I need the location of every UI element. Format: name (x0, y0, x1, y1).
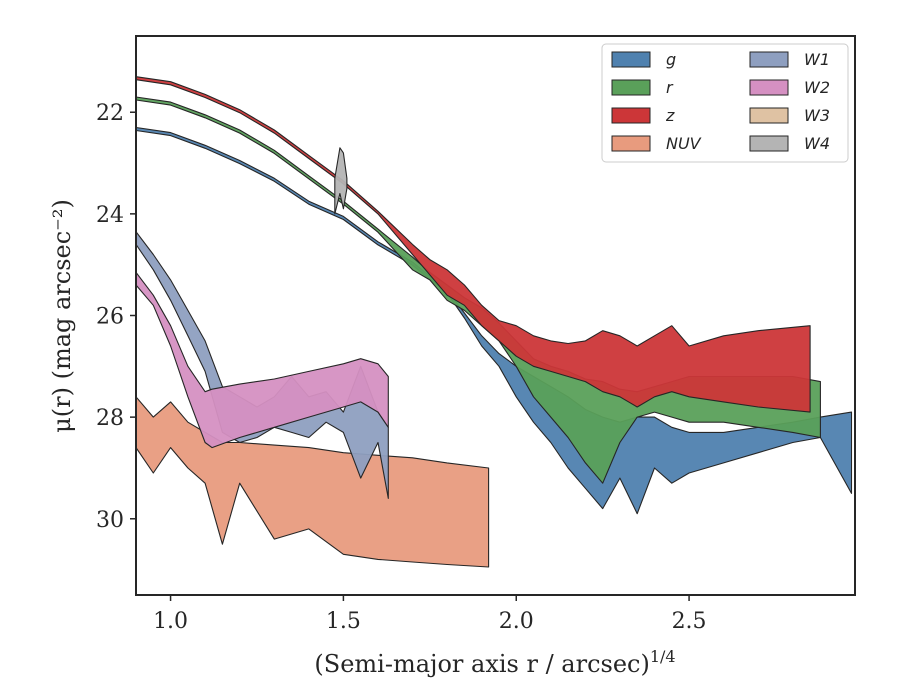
legend-label-g: g (666, 50, 676, 69)
x-tick-label: 1.5 (326, 609, 361, 634)
legend-label-z: z (665, 106, 675, 125)
legend-label-w4: W4 (804, 134, 830, 153)
legend-label-w1: W1 (804, 50, 830, 69)
legend-label-nuv: NUV (666, 134, 702, 153)
band-w4 (334, 147, 348, 215)
band-z (136, 76, 811, 413)
legend-box (601, 43, 849, 163)
y-tick-label: 26 (96, 305, 124, 330)
x-tick-label: 2.5 (672, 609, 707, 634)
legend-swatch-w1 (749, 51, 789, 68)
legend-swatch-nuv (611, 135, 651, 152)
legend-swatch-w4 (749, 135, 789, 152)
legend-swatch-g (611, 51, 651, 68)
legend: grz NUV W1 W2 W3 W4 (601, 43, 849, 163)
legend-label-w2: W2 (804, 78, 830, 97)
legend-label-w3: W3 (804, 106, 830, 125)
axis-ticks: 1.0 1.5 2.0 2.5 22 24 26 28 30 (96, 101, 707, 634)
y-tick-label: 30 (96, 508, 124, 533)
y-tick-label: 28 (96, 406, 124, 431)
series-bands (136, 76, 853, 568)
x-axis-label: (Semi-major axis r / arcsec)1/4 (314, 647, 675, 678)
y-tick-label: 22 (96, 101, 124, 126)
legend-label-r: r (666, 78, 674, 97)
y-axis-label: μ(r) (mag arcsec⁻²) (48, 199, 76, 433)
y-tick-label: 24 (96, 203, 124, 228)
legend-swatch-w3 (749, 107, 789, 124)
x-tick-label: 1.0 (153, 609, 188, 634)
x-tick-label: 2.0 (499, 609, 534, 634)
band-w2 (136, 271, 389, 449)
legend-swatch-w2 (749, 79, 789, 96)
legend-swatch-z (611, 107, 651, 124)
legend-swatch-r (611, 79, 651, 96)
